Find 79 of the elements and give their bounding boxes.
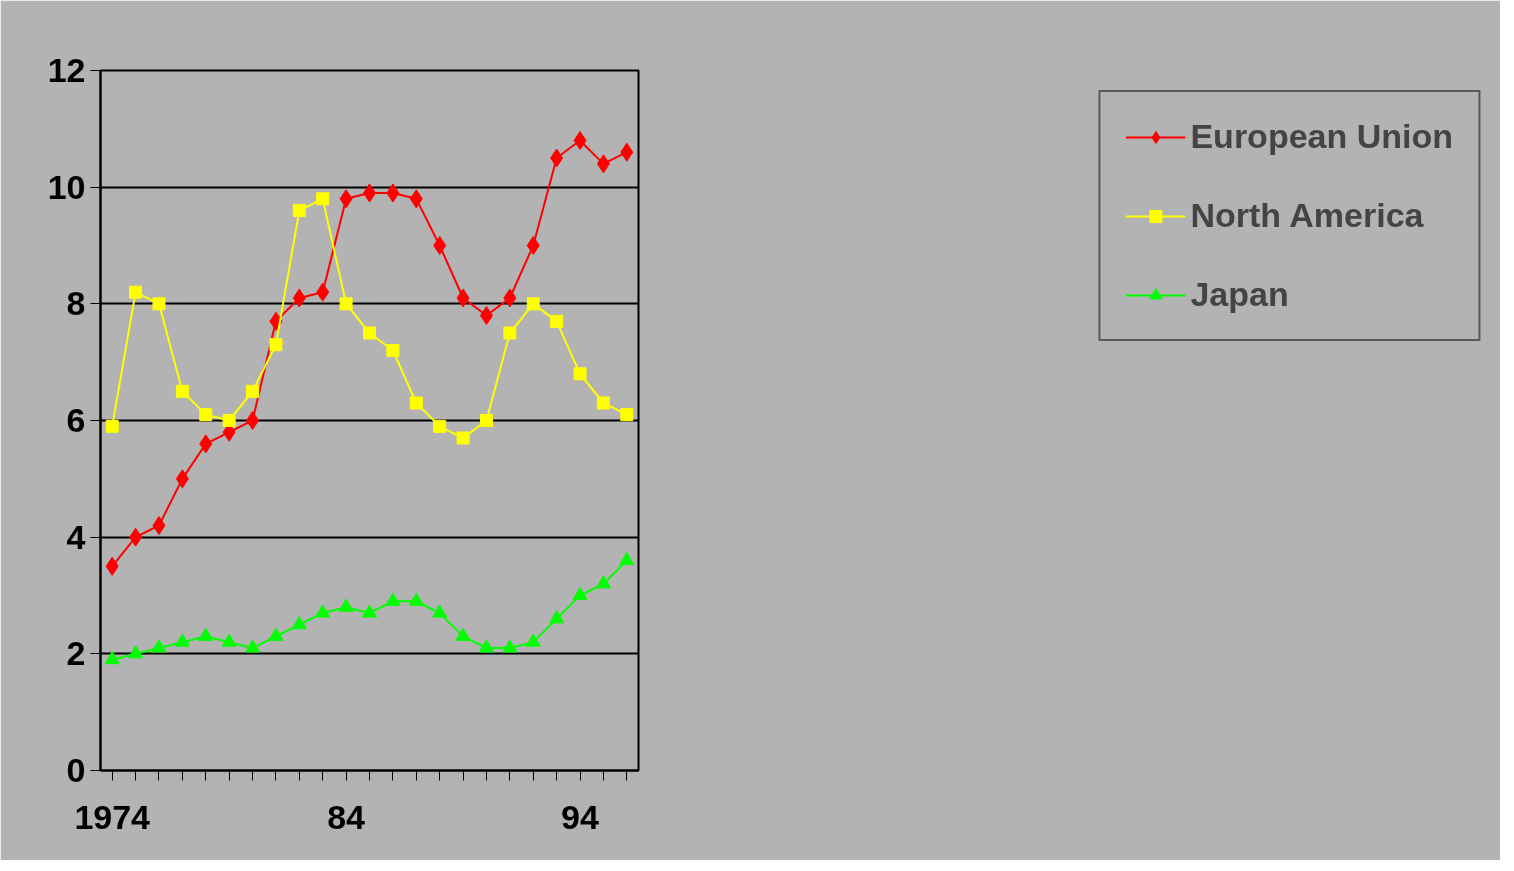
x-tick-label: 84	[327, 797, 366, 836]
point	[198, 627, 214, 641]
point	[104, 651, 120, 665]
point	[386, 344, 400, 357]
point	[409, 396, 423, 410]
point	[128, 645, 144, 659]
point	[525, 633, 541, 647]
point	[550, 148, 564, 168]
point	[268, 627, 284, 641]
point	[433, 236, 447, 255]
point	[526, 297, 540, 311]
point	[619, 551, 635, 566]
point	[386, 183, 400, 203]
point	[503, 288, 517, 308]
point	[385, 592, 401, 606]
point	[292, 288, 306, 308]
point	[221, 633, 237, 647]
point	[199, 434, 213, 454]
point	[432, 604, 448, 618]
point	[433, 419, 447, 433]
y-tick-label: 0	[66, 751, 86, 789]
point	[175, 384, 189, 398]
point	[174, 633, 190, 647]
point	[292, 204, 306, 217]
point	[503, 326, 517, 340]
point	[246, 384, 260, 398]
point	[152, 297, 166, 311]
point	[456, 431, 470, 445]
point	[105, 556, 119, 576]
point	[152, 516, 166, 535]
point	[105, 419, 119, 433]
point	[502, 639, 518, 653]
y-tick-label: 4	[66, 517, 86, 556]
y-tick-label: 12	[47, 51, 86, 89]
legend-label: North America	[1190, 196, 1424, 235]
point	[363, 326, 376, 340]
y-tick-label: 10	[47, 167, 86, 206]
y-tick-label: 6	[66, 401, 86, 439]
legend-label: European Union	[1190, 117, 1453, 156]
point	[596, 154, 610, 174]
point	[408, 592, 424, 606]
point	[620, 142, 634, 162]
point	[199, 408, 213, 422]
point	[269, 338, 283, 352]
point	[573, 131, 587, 150]
point	[338, 598, 354, 612]
point	[549, 610, 565, 624]
legend-label: Japan	[1190, 275, 1289, 314]
point	[479, 306, 493, 325]
point	[316, 192, 330, 206]
point	[596, 396, 610, 410]
y-tick-label: 8	[66, 284, 86, 323]
point	[572, 586, 588, 601]
point	[455, 627, 471, 641]
point	[339, 297, 353, 311]
point	[291, 616, 307, 630]
point	[456, 288, 470, 308]
point	[526, 236, 540, 255]
point	[316, 282, 330, 302]
point	[151, 639, 167, 653]
point	[573, 367, 587, 381]
point	[129, 527, 143, 547]
point	[620, 408, 634, 422]
point	[175, 469, 189, 489]
point	[246, 411, 260, 430]
point	[245, 639, 261, 653]
point	[222, 414, 236, 427]
y-tick-label: 2	[66, 634, 86, 673]
point	[129, 285, 143, 299]
point	[550, 314, 564, 328]
point	[315, 604, 331, 618]
point	[478, 639, 494, 653]
point	[362, 604, 377, 618]
x-tick-label: 1974	[74, 797, 151, 836]
point	[595, 575, 611, 589]
point	[339, 189, 353, 209]
point	[409, 189, 423, 209]
x-tick-label: 94	[561, 797, 600, 836]
point	[479, 414, 493, 427]
